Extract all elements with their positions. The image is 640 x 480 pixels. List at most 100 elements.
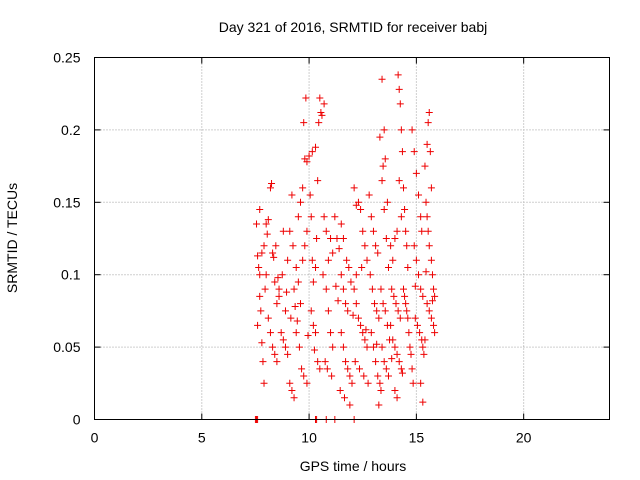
data-point — [428, 271, 436, 279]
data-point — [425, 307, 433, 315]
x-tick-label: 0 — [91, 430, 99, 446]
data-point — [284, 350, 292, 358]
data-point — [430, 285, 438, 293]
data-point — [309, 278, 317, 286]
data-point — [271, 350, 279, 358]
data-point — [262, 271, 270, 279]
data-point — [314, 177, 322, 185]
data-point — [384, 372, 392, 380]
data-point — [261, 285, 269, 293]
data-point — [389, 256, 397, 264]
data-point — [254, 321, 262, 329]
data-point — [320, 213, 328, 221]
data-point — [329, 249, 337, 257]
data-point — [427, 314, 435, 322]
data-point — [275, 285, 283, 293]
data-point — [297, 300, 304, 308]
data-point — [403, 242, 411, 250]
data-point — [423, 213, 431, 221]
y-tick-label: 0.25 — [53, 50, 80, 66]
axis-ticks: 0 5 10 15 20 0 0.05 0.1 0.15 0.2 0.25 — [53, 50, 610, 446]
data-point — [360, 372, 368, 380]
data-point — [351, 358, 359, 366]
data-point — [393, 350, 401, 358]
data-point — [356, 365, 364, 373]
data-point — [408, 365, 416, 373]
data-point — [316, 94, 324, 102]
data-point — [377, 387, 385, 395]
data-point — [354, 314, 362, 322]
data-point — [342, 358, 350, 366]
data-point — [372, 242, 380, 250]
data-point — [312, 263, 320, 271]
data-point — [314, 358, 322, 366]
data-point — [346, 401, 354, 409]
data-point — [312, 329, 320, 337]
data-point — [258, 339, 266, 347]
data-point — [367, 213, 375, 221]
data-point — [256, 271, 264, 279]
data-point — [412, 169, 420, 177]
data-point — [394, 307, 402, 315]
data-point — [281, 343, 289, 351]
data-point — [268, 179, 276, 187]
data-point — [383, 198, 391, 206]
data-point — [381, 155, 389, 163]
data-point — [421, 336, 429, 344]
data-point — [382, 235, 390, 242]
data-point — [387, 242, 395, 250]
data-point — [423, 140, 431, 148]
data-point — [327, 329, 335, 337]
data-point — [391, 235, 399, 242]
data-point — [299, 256, 307, 264]
data-point — [391, 343, 399, 351]
data-point — [301, 242, 309, 250]
data-point — [256, 292, 264, 300]
data-point — [382, 365, 390, 373]
data-point — [357, 321, 365, 329]
data-point — [400, 285, 407, 293]
data-point — [303, 158, 311, 166]
data-point — [390, 292, 398, 300]
x-tick-label: 5 — [198, 430, 206, 446]
data-point — [292, 329, 300, 337]
data-point — [415, 191, 423, 199]
data-point — [357, 206, 365, 214]
plot-frame — [94, 57, 610, 420]
data-point — [290, 394, 298, 402]
data-point — [418, 227, 426, 235]
y-tick-label: 0.1 — [61, 267, 81, 283]
data-point — [359, 329, 367, 337]
data-point — [421, 162, 429, 170]
data-point — [417, 213, 425, 221]
data-point — [378, 343, 386, 351]
data-point — [297, 198, 304, 206]
data-point — [308, 148, 316, 156]
data-point — [288, 191, 296, 199]
data-point — [368, 285, 376, 293]
data-point — [333, 235, 341, 242]
data-point — [254, 252, 262, 260]
data-point — [304, 332, 312, 340]
data-point — [312, 143, 320, 151]
data-point — [337, 220, 345, 228]
data-point — [322, 227, 330, 235]
data-point — [397, 213, 405, 221]
data-point — [362, 326, 370, 334]
y-tick-label: 0 — [73, 412, 81, 428]
data-point — [317, 109, 325, 117]
data-point — [307, 213, 315, 221]
data-point — [293, 317, 301, 325]
data-point — [380, 358, 388, 366]
data-point — [316, 365, 324, 373]
data-point — [419, 343, 427, 351]
data-point — [350, 184, 358, 192]
data-point — [328, 372, 336, 380]
data-point — [372, 358, 380, 366]
data-point — [365, 191, 373, 199]
x-axis-label: GPS time / hours — [300, 458, 407, 474]
data-point — [391, 387, 399, 395]
data-point — [256, 206, 264, 214]
data-point — [309, 321, 317, 329]
